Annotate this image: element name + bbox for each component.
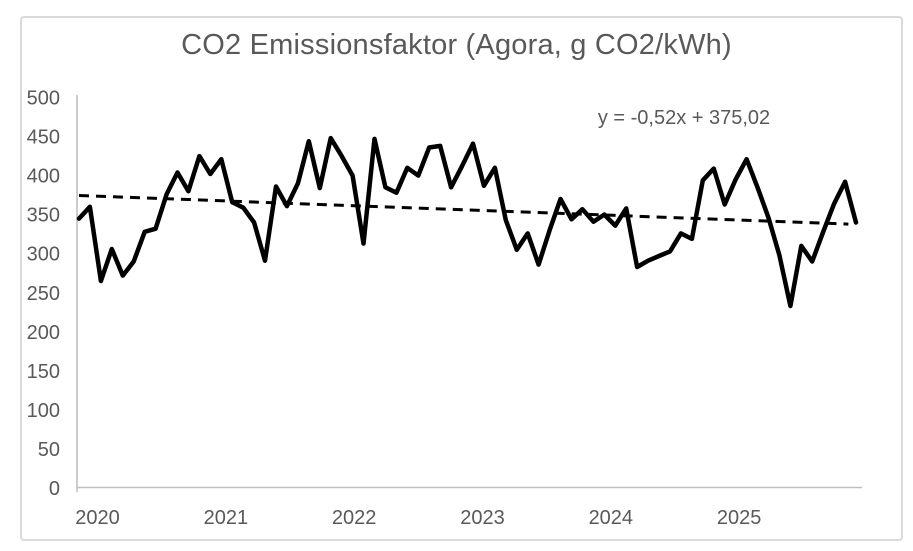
y-axis-tick-label: 150: [27, 361, 60, 383]
data-line: [76, 135, 859, 309]
y-axis-tick-label: 350: [27, 205, 60, 227]
y-axis-tick-label: 200: [27, 322, 60, 344]
y-axis-tick-label: 450: [27, 127, 60, 149]
chart-frame: [20, 16, 903, 541]
y-axis-tick-label: 500: [27, 88, 60, 110]
trend-equation-label: y = -0,52x + 375,02: [597, 107, 771, 129]
x-axis-year-label: 2025: [717, 507, 762, 529]
x-axis-year-label: 2024: [589, 507, 634, 529]
x-axis-year-label: 2021: [204, 507, 249, 529]
chart-title: CO2 Emissionsfaktor (Agora, g CO2/kWh): [181, 29, 732, 61]
y-axis-tick-label: 300: [27, 244, 60, 266]
y-axis-tick-label: 100: [27, 400, 60, 422]
x-axis-year-label: 2023: [460, 507, 505, 529]
y-axis-tick-label: 250: [27, 283, 60, 305]
y-axis-tick-label: 0: [49, 478, 60, 500]
trend-line: [78, 194, 849, 226]
x-axis-year-label: 2020: [75, 507, 120, 529]
x-axis-year-label: 2022: [332, 507, 377, 529]
y-axis-tick-label: 50: [38, 439, 60, 461]
y-axis-tick-label: 400: [27, 166, 60, 188]
